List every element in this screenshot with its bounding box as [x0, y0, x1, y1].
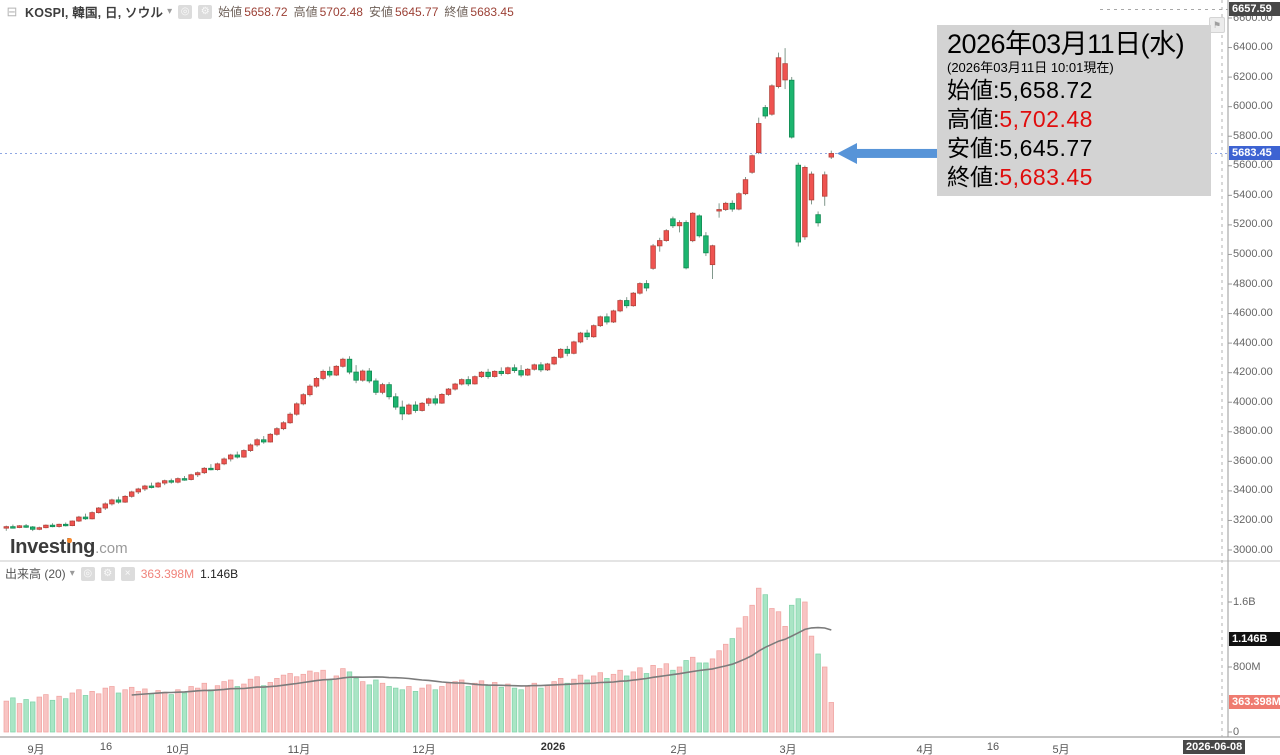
- axis-tick-label: 6000.00: [1233, 100, 1273, 113]
- axis-tick-label: 5800.00: [1233, 129, 1273, 142]
- settings-icon[interactable]: ⚙: [100, 566, 115, 581]
- chevron-down-icon[interactable]: ▾: [167, 6, 173, 17]
- axis-tick-label: 5600.00: [1233, 159, 1273, 172]
- annotation-date-title: 2026年03月11日(水): [947, 29, 1185, 59]
- axis-tick-label: 3600.00: [1233, 454, 1273, 467]
- volume-pane-title[interactable]: 出来高 (20): [5, 567, 66, 581]
- axis-tick-label: 5200.00: [1233, 218, 1273, 231]
- marker-price-tag: 6657.59: [1229, 2, 1280, 17]
- axis-tick-label: 4600.00: [1233, 307, 1273, 320]
- low-value: 安値 5645.77: [368, 5, 439, 19]
- ohlc-annotation-box[interactable]: 2026年03月11日(水) (2026年03月11日 10:01現在) 始値:…: [937, 25, 1211, 196]
- high-value: 高値 5702.48: [293, 5, 363, 19]
- logo-suffix: .com: [95, 540, 128, 557]
- axis-tick-label: 6200.00: [1233, 70, 1273, 83]
- axis-tick-label: 800M: [1233, 660, 1261, 673]
- volume-current-value: 363.398M: [140, 566, 195, 581]
- arrow-head: [837, 142, 857, 164]
- open-value: 始値 5658.72: [218, 5, 288, 19]
- arrow-shaft: [856, 148, 937, 158]
- annotation-close-row: 終値:5,683.45: [947, 164, 1093, 190]
- time-tick-label: 9月: [27, 744, 45, 755]
- axis-tick-label: 4800.00: [1233, 277, 1273, 290]
- close-value: 終値 5683.45: [444, 5, 514, 19]
- time-tick-label: 3月: [779, 744, 797, 755]
- axis-tick-label: 4000.00: [1233, 395, 1273, 408]
- time-tick-label: 10月: [166, 744, 190, 755]
- axis-tick-label: 5000.00: [1233, 247, 1273, 260]
- axis-tick-label: 3200.00: [1233, 513, 1273, 526]
- time-tick-label: 12月: [412, 744, 436, 755]
- axis-tick-label: 5400.00: [1233, 188, 1273, 201]
- investing-logo: Investing.com: [10, 536, 128, 559]
- axis-tick-label: 3800.00: [1233, 425, 1273, 438]
- snapshot-icon[interactable]: ◎: [80, 566, 95, 581]
- time-tick-label: 2月: [670, 744, 688, 755]
- axis-tick-label: 4200.00: [1233, 366, 1273, 379]
- axis-tick-label: 4400.00: [1233, 336, 1273, 349]
- axis-tick-label: 3000.00: [1233, 543, 1273, 556]
- settings-icon[interactable]: ⚙: [198, 4, 213, 19]
- axis-tick-label: 3400.00: [1233, 484, 1273, 497]
- annotation-timestamp: (2026年03月11日 10:01現在): [947, 60, 1114, 75]
- time-tick-label: 11月: [287, 744, 311, 755]
- volume-legend: 出来高 (20) ▾ ◎ ⚙ × 363.398M 1.146B: [5, 565, 238, 582]
- annotation-high-row: 高値:5,702.48: [947, 106, 1093, 132]
- annotation-open-row: 始値:5,658.72: [947, 77, 1093, 103]
- snapshot-icon[interactable]: ◎: [178, 4, 193, 19]
- last-price-tag: 5683.45: [1229, 146, 1280, 161]
- axis-tick-label: 0: [1233, 725, 1240, 738]
- annotation-low-row: 安値:5,645.77: [947, 135, 1093, 161]
- collapse-pane-icon[interactable]: ⊟: [6, 3, 18, 19]
- logo-text: Investing: [10, 536, 96, 558]
- symbol-legend: ⊟ KOSPI, 韓国, 日, ソウル ▾ ◎ ⚙ 始値 5658.72 高値 57…: [5, 2, 514, 21]
- time-tick-label: 16: [99, 741, 113, 753]
- volume-ma-tag: 1.146B: [1229, 631, 1280, 646]
- time-tick-label: 16: [986, 741, 1000, 753]
- flag-icon[interactable]: ⚑: [1209, 17, 1225, 33]
- logo-dot: [67, 538, 72, 543]
- time-tick-label: 5月: [1052, 744, 1070, 755]
- date-marker-tag: 2026-06-08: [1183, 740, 1246, 754]
- axis-tick-label: 1.6B: [1233, 595, 1256, 608]
- volume-ma-value: 1.146B: [200, 566, 239, 581]
- close-icon[interactable]: ×: [120, 566, 135, 581]
- time-tick-label: 2026: [540, 741, 566, 753]
- chevron-down-icon[interactable]: ▾: [69, 568, 75, 579]
- axis-tick-label: 6400.00: [1233, 41, 1273, 54]
- time-tick-label: 4月: [916, 744, 934, 755]
- symbol-title[interactable]: KOSPI, 韓国, 日, ソウル: [25, 6, 164, 20]
- volume-current-tag: 363.398M: [1229, 695, 1280, 710]
